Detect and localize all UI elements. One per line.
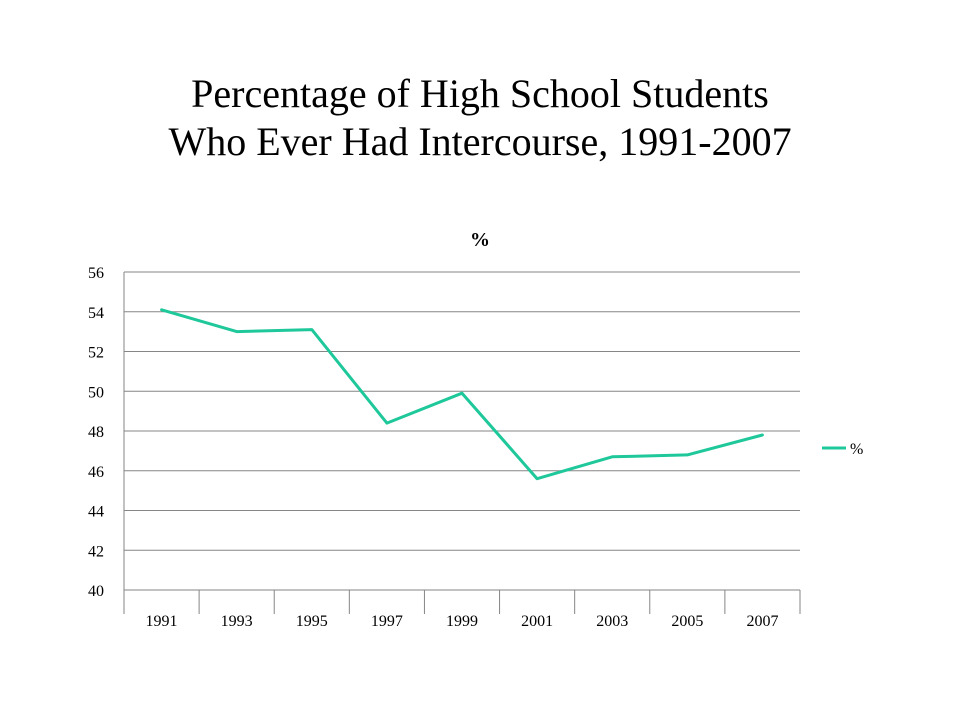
x-tick-label: 2003 xyxy=(596,613,628,630)
x-tick-label: 2001 xyxy=(521,613,553,630)
y-tick-label: 52 xyxy=(88,345,104,362)
y-tick-label: 46 xyxy=(88,464,104,481)
x-axis-ticks: 1991 1993 1995 1997 1999 2001 2003 2005 2007 xyxy=(123,590,801,630)
x-tick-label: 1999 xyxy=(446,613,478,630)
legend: % xyxy=(822,441,863,458)
x-tick-label: 1993 xyxy=(221,613,253,630)
y-tick-label: 56 xyxy=(88,265,104,282)
y-tick-label: 40 xyxy=(88,583,104,600)
slide-title: Percentage of High School Students Who E… xyxy=(0,70,960,166)
x-tick-label: 1991 xyxy=(146,613,178,630)
y-tick-label: 50 xyxy=(88,384,104,401)
x-tick-label: 2007 xyxy=(746,613,778,630)
series-line xyxy=(160,308,764,481)
x-tick-label: 1997 xyxy=(371,613,403,630)
gridlines xyxy=(123,271,800,591)
y-tick-label: 42 xyxy=(88,543,104,560)
y-tick-label: 54 xyxy=(88,305,104,322)
series-layer xyxy=(160,308,764,481)
slide-title-line-2: Who Ever Had Intercourse, 1991-2007 xyxy=(168,119,792,164)
legend-label: % xyxy=(850,441,863,458)
y-axis-ticks: 40 42 44 46 48 50 52 54 56 xyxy=(88,265,104,600)
chart-title: % xyxy=(470,229,490,251)
x-tick-label: 2005 xyxy=(671,613,703,630)
slide-title-line-1: Percentage of High School Students xyxy=(191,71,769,116)
y-tick-label: 48 xyxy=(88,424,104,441)
x-tick-label: 1995 xyxy=(296,613,328,630)
y-tick-label: 44 xyxy=(88,504,104,521)
